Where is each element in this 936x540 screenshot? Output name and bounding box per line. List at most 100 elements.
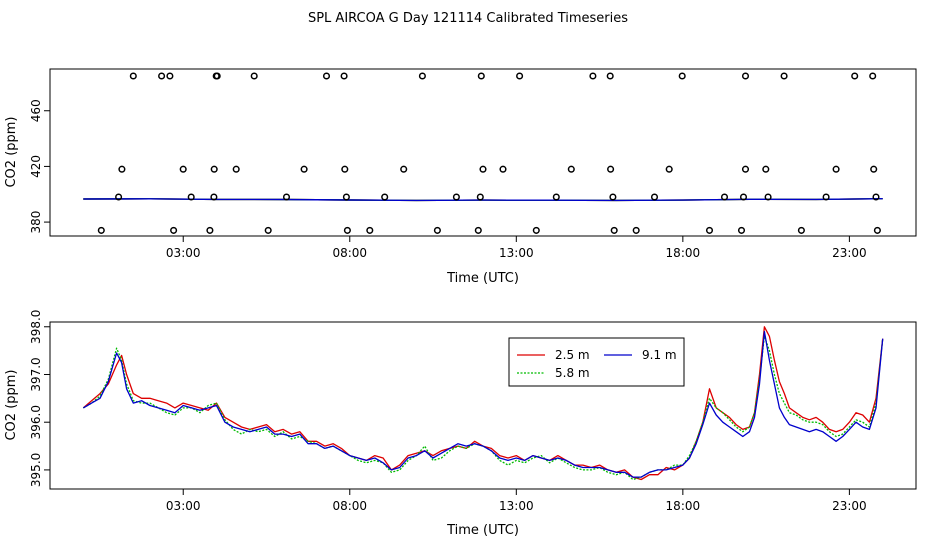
calibration-point — [129, 72, 137, 80]
calibration-point — [282, 193, 291, 201]
top-plot-frame — [49, 68, 917, 237]
calibration-point — [418, 72, 426, 80]
calibration-point — [479, 165, 487, 173]
bottom-x-tick-label: 18:00 — [666, 499, 701, 513]
calibration-point — [780, 72, 788, 80]
calibration-point — [342, 193, 350, 201]
calibration-point — [741, 165, 750, 173]
calibration-point — [567, 165, 575, 173]
bottom-y-axis: 395.0 396.0 397.0 398.0 — [29, 310, 50, 487]
calibration-point — [609, 193, 617, 201]
bottom-y-tick-label: 397.0 — [29, 357, 43, 391]
top-x-tick-label: 08:00 — [332, 246, 367, 260]
calibration-point — [552, 193, 560, 201]
bottom-x-tick-label: 13:00 — [499, 499, 534, 513]
top-y-tick-label: 460 — [29, 99, 43, 122]
calibration-scatter-panel: 03:00 08:00 13:00 18:00 23:00 380 420 460 Time… — [4, 68, 917, 286]
bottom-x-tick-label: 08:00 — [332, 499, 367, 513]
calibration-point — [187, 193, 195, 201]
calibration-point — [873, 226, 881, 234]
calibration-point — [97, 226, 105, 234]
top-y-axis: 380 420 460 — [29, 99, 50, 234]
calibration-point — [762, 165, 770, 173]
calibration-point — [499, 165, 507, 173]
calibration-point — [532, 226, 540, 234]
calibration-point — [170, 226, 178, 234]
top-x-axis: 03:00 08:00 13:00 18:00 23:00 — [166, 236, 867, 260]
legend-label-5-8m: 5.8 m — [555, 366, 590, 380]
calibration-point — [705, 226, 714, 234]
co2-timeseries-panel: 03:00 08:00 13:00 18:00 23:00 395.0 396.0 397.… — [4, 310, 917, 538]
calibration-point — [720, 193, 729, 201]
calibration-point — [632, 226, 640, 234]
calibration-point — [678, 72, 686, 80]
calibration-point — [851, 72, 859, 80]
calibration-point — [650, 193, 659, 201]
calibration-point — [206, 226, 214, 234]
calibration-point — [300, 165, 308, 173]
calibration-point — [400, 165, 408, 173]
series-line-5-8-m — [82, 335, 884, 481]
calibration-point — [118, 165, 126, 173]
co2-series-lines — [82, 326, 884, 481]
calibration-point — [741, 72, 750, 80]
calibration-point — [869, 72, 877, 80]
legend-label-2-5m: 2.5 m — [555, 348, 590, 362]
calibration-point — [872, 193, 880, 201]
calibration-point — [433, 226, 441, 234]
calibration-point — [232, 165, 240, 173]
bottom-x-axis-label: Time (UTC) — [446, 523, 519, 538]
calibration-point — [822, 193, 830, 201]
bottom-plot-frame — [49, 321, 917, 490]
calibration-point — [115, 193, 123, 201]
figure-title: SPL AIRCOA G Day 121114 Calibrated Times… — [308, 11, 628, 26]
calibration-point — [381, 193, 389, 201]
calibration-point — [764, 193, 772, 201]
calibration-point — [250, 72, 258, 80]
calibration-point — [665, 165, 673, 173]
legend-label-9-1m: 9.1 m — [642, 348, 677, 362]
legend: 2.5 m 5.8 m 9.1 m — [508, 337, 685, 387]
top-x-tick-label: 03:00 — [166, 246, 201, 260]
calibration-point — [366, 226, 374, 234]
calibration-point — [179, 165, 187, 173]
calibration-point — [212, 72, 220, 80]
top-y-tick-label: 380 — [29, 211, 43, 234]
top-x-tick-label: 23:00 — [832, 246, 867, 260]
bottom-y-tick-label: 395.0 — [29, 453, 43, 487]
top-x-axis-label: Time (UTC) — [446, 271, 519, 286]
top-y-tick-label: 420 — [29, 155, 43, 178]
calibration-point — [516, 72, 524, 80]
bottom-x-tick-label: 03:00 — [166, 499, 201, 513]
calibration-point — [452, 193, 460, 201]
bottom-y-tick-label: 398.0 — [29, 310, 43, 344]
calibration-point — [264, 226, 272, 234]
calibration-point — [474, 226, 482, 234]
bottom-x-tick-label: 23:00 — [832, 499, 867, 513]
calibration-point — [607, 165, 615, 173]
calibration-point — [210, 165, 218, 173]
top-x-tick-label: 13:00 — [499, 246, 534, 260]
series-line-9-1-m — [82, 330, 884, 478]
calibration-point — [610, 226, 618, 234]
calibration-point — [797, 226, 805, 234]
bottom-x-axis: 03:00 08:00 13:00 18:00 23:00 — [166, 489, 867, 513]
calibration-point — [589, 72, 597, 80]
calibration-point — [477, 72, 485, 80]
top-y-axis-label: CO2 (ppm) — [4, 116, 19, 187]
calibration-point — [158, 72, 166, 80]
calibration-point — [476, 193, 484, 201]
calibration-point — [870, 165, 878, 173]
calibration-point — [210, 193, 218, 201]
top-x-tick-label: 18:00 — [666, 246, 701, 260]
calibration-point — [739, 193, 748, 201]
calibration-point — [166, 72, 174, 80]
calibration-point — [343, 226, 351, 234]
bottom-y-tick-label: 396.0 — [29, 405, 43, 439]
calibration-points — [97, 72, 881, 234]
bottom-y-axis-label: CO2 (ppm) — [4, 369, 19, 440]
calibration-point — [341, 165, 349, 173]
calibration-point — [737, 226, 746, 234]
calibration-point — [340, 72, 348, 80]
